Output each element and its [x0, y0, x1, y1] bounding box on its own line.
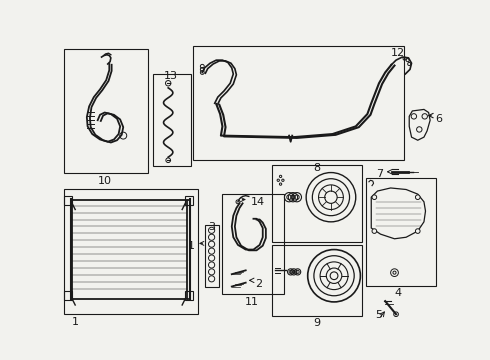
Circle shape: [326, 268, 342, 283]
Bar: [185, 291, 193, 300]
Text: 1: 1: [72, 317, 79, 327]
Text: 4: 4: [395, 288, 402, 298]
Circle shape: [314, 256, 354, 296]
Circle shape: [394, 312, 398, 316]
Text: 10: 10: [98, 176, 112, 186]
Text: 3: 3: [208, 222, 215, 232]
Text: 2: 2: [255, 279, 262, 289]
Circle shape: [306, 172, 356, 222]
Circle shape: [209, 262, 215, 268]
Bar: [193, 46, 404, 160]
Bar: [222, 194, 285, 294]
Circle shape: [416, 195, 420, 199]
Text: 14: 14: [250, 197, 265, 207]
Circle shape: [391, 269, 398, 276]
Bar: [64, 291, 72, 300]
Circle shape: [372, 229, 377, 233]
Circle shape: [416, 127, 422, 132]
Circle shape: [209, 255, 215, 261]
Circle shape: [312, 179, 349, 216]
Circle shape: [411, 114, 416, 119]
Bar: [153, 74, 192, 166]
Bar: [272, 165, 362, 242]
Circle shape: [325, 191, 337, 203]
Polygon shape: [371, 188, 425, 239]
Circle shape: [209, 276, 215, 282]
Circle shape: [422, 114, 427, 119]
Text: 9: 9: [314, 318, 320, 328]
Bar: [185, 195, 193, 205]
Circle shape: [209, 269, 215, 275]
Text: 13: 13: [164, 71, 177, 81]
Bar: [366, 178, 436, 286]
Circle shape: [209, 241, 215, 247]
Circle shape: [209, 248, 215, 254]
Bar: [72, 200, 187, 299]
Text: 6: 6: [436, 114, 442, 124]
Bar: [64, 195, 72, 205]
Circle shape: [372, 195, 377, 199]
Text: 8: 8: [314, 163, 320, 172]
Circle shape: [318, 185, 343, 210]
Circle shape: [209, 234, 215, 240]
Text: 12: 12: [392, 48, 405, 58]
Polygon shape: [409, 109, 430, 140]
Circle shape: [320, 262, 348, 289]
Text: 5: 5: [375, 310, 382, 320]
Circle shape: [330, 272, 338, 280]
Bar: [64, 49, 148, 172]
Circle shape: [416, 229, 420, 233]
Text: 11: 11: [245, 297, 259, 307]
Circle shape: [209, 227, 215, 233]
Text: 1: 1: [188, 241, 196, 251]
Bar: [205, 225, 219, 287]
Text: 7: 7: [376, 170, 383, 180]
Circle shape: [393, 271, 396, 274]
Bar: [64, 189, 197, 314]
Circle shape: [308, 249, 361, 302]
Bar: [272, 245, 362, 316]
